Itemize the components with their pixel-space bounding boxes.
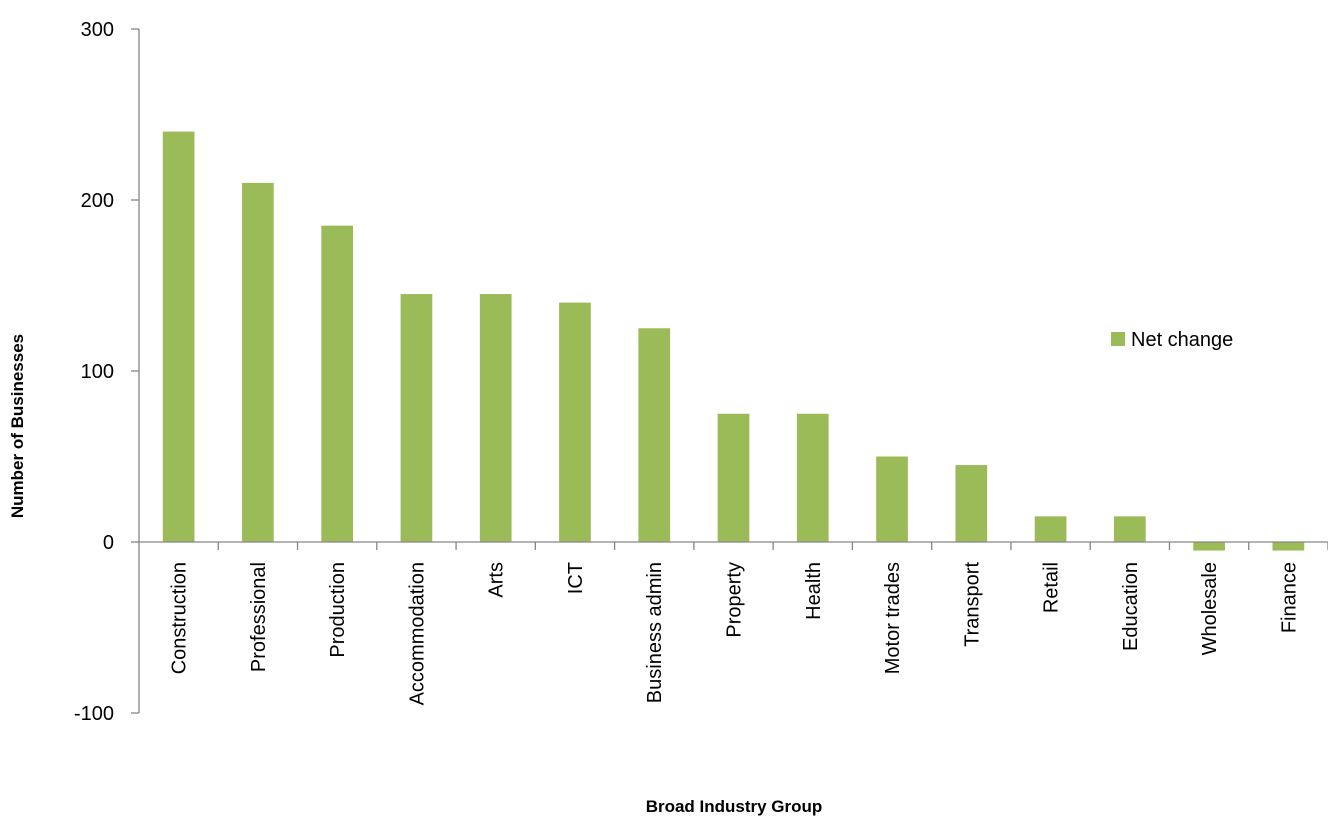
legend-label: Net change	[1131, 329, 1233, 351]
bar-transport	[955, 465, 988, 542]
bar-production	[321, 225, 354, 542]
bar-ict	[559, 302, 591, 542]
x-tick-label: Wholesale	[1199, 562, 1221, 655]
bar-finance	[1272, 542, 1305, 551]
x-axis-ticks	[217, 542, 1328, 550]
x-tick-label: Business admin	[644, 562, 666, 703]
x-tick-label: Finance	[1278, 562, 1300, 633]
bar-retail	[1034, 516, 1067, 542]
bar-wholesale	[1193, 542, 1225, 551]
bar-construction	[162, 131, 195, 542]
bar-business-admin	[638, 328, 671, 542]
x-tick-label: Property	[724, 562, 746, 638]
x-tick-label: Construction	[169, 562, 191, 674]
bar-accommodation	[400, 294, 433, 542]
legend: Net change	[1111, 329, 1233, 351]
bar-property	[717, 413, 750, 542]
x-tick-label: Arts	[486, 562, 508, 598]
x-axis-tick-labels: Construction Professional Production Accomm…	[169, 562, 1301, 706]
x-tick-label: Health	[803, 562, 825, 620]
x-tick-label: Production	[327, 562, 349, 658]
y-tick-label: 200	[81, 190, 114, 212]
x-tick-label: Transport	[961, 562, 983, 647]
y-axis-title: Number of Businesses	[8, 334, 27, 518]
bar-professional	[242, 182, 274, 542]
legend-swatch	[1111, 332, 1125, 346]
bar-health	[796, 413, 829, 542]
bars	[162, 131, 1305, 551]
x-tick-label: Accommodation	[406, 562, 428, 705]
y-tick-label: 0	[103, 532, 114, 554]
bar-arts	[479, 294, 512, 542]
y-tick-label: 100	[81, 361, 114, 383]
x-tick-label: Motor trades	[882, 562, 904, 674]
x-tick-label: Professional	[248, 562, 270, 672]
x-tick-label: Education	[1120, 562, 1142, 651]
x-axis-title: Broad Industry Group	[646, 797, 823, 816]
y-axis-tick-labels: -100 0 100 200 300	[74, 19, 114, 725]
y-tick-label: -100	[74, 703, 114, 725]
bar-education	[1113, 516, 1146, 542]
x-tick-label: Retail	[1041, 562, 1063, 613]
x-tick-label: ICT	[565, 562, 587, 594]
bar-motor-trades	[876, 456, 908, 542]
y-tick-label: 300	[81, 19, 114, 41]
y-axis-ticks	[131, 28, 139, 714]
